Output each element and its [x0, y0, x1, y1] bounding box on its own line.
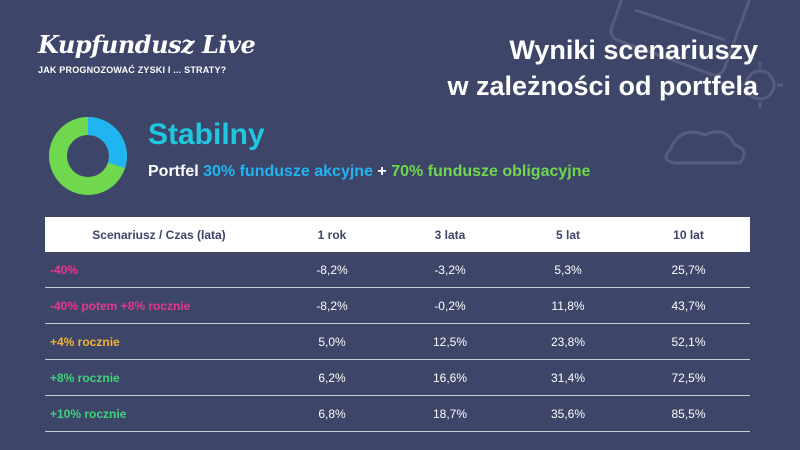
- result-cell: 35,6%: [509, 395, 627, 432]
- header-3-years: 3 lata: [391, 217, 509, 252]
- portfolio-composition: Portfel 30% fundusze akcyjne + 70% fundu…: [148, 163, 590, 181]
- scenario-label: +4% rocznie: [45, 323, 273, 360]
- header-scenario: Scenariusz / Czas (lata): [45, 217, 273, 252]
- portfolio-prefix: Portfel: [148, 163, 199, 180]
- scenario-label: -40%: [45, 252, 273, 288]
- result-cell: 72,5%: [627, 359, 750, 396]
- result-cell: 23,8%: [509, 323, 627, 360]
- scenario-results-table: Scenariusz / Czas (lata) 1 rok 3 lata 5 …: [45, 217, 750, 432]
- profile-name: Stabilny: [148, 118, 265, 151]
- result-cell: 5,0%: [273, 323, 391, 360]
- result-cell: -0,2%: [391, 287, 509, 324]
- result-cell: -8,2%: [273, 287, 391, 324]
- result-cell: 5,3%: [509, 252, 627, 288]
- result-cell: 31,4%: [509, 359, 627, 396]
- scenario-label: +8% rocznie: [45, 359, 273, 396]
- result-cell: 25,7%: [627, 252, 750, 288]
- scenario-label: -40% potem +8% rocznie: [45, 287, 273, 324]
- table-row: -40% potem +8% rocznie -8,2% -0,2% 11,8%…: [45, 287, 750, 324]
- portfolio-donut-chart: [49, 117, 127, 195]
- weather-thermometer-background-icon: [609, 0, 783, 165]
- result-cell: 11,8%: [509, 287, 627, 324]
- page-title-line-1: Wyniki scenariuszy: [509, 35, 758, 65]
- scenario-label: +10% rocznie: [45, 395, 273, 432]
- result-cell: 12,5%: [391, 323, 509, 360]
- result-cell: 18,7%: [391, 395, 509, 432]
- result-cell: 43,7%: [627, 287, 750, 324]
- brand-tagline: JAK PROGNOZOWAĆ ZYSKI I ... STRATY?: [38, 65, 227, 75]
- table-row: -40% -8,2% -3,2% 5,3% 25,7%: [45, 252, 750, 288]
- brand-block: Kupfundusz Live JAK PROGNOZOWAĆ ZYSKI I …: [38, 30, 256, 75]
- portfolio-equity-part: 30% fundusze akcyjne: [203, 163, 373, 180]
- result-cell: 16,6%: [391, 359, 509, 396]
- donut-segment-equity: [49, 117, 127, 195]
- result-cell: 52,1%: [627, 323, 750, 360]
- header-5-years: 5 lat: [509, 217, 627, 252]
- result-cell: -3,2%: [391, 252, 509, 288]
- header-10-years: 10 lat: [627, 217, 750, 252]
- table-row: +10% rocznie 6,8% 18,7% 35,6% 85,5%: [45, 395, 750, 432]
- table-row: +8% rocznie 6,2% 16,6% 31,4% 72,5%: [45, 359, 750, 396]
- result-cell: 85,5%: [627, 395, 750, 432]
- page-title: Wyniki scenariuszy w zależności od portf…: [447, 32, 758, 104]
- header-1-year: 1 rok: [273, 217, 391, 252]
- brand-logo: Kupfundusz Live: [38, 30, 256, 59]
- portfolio-bond-part: 70% fundusze obligacyjne: [391, 163, 591, 180]
- result-cell: 6,2%: [273, 359, 391, 396]
- page-title-line-2: w zależności od portfela: [447, 71, 758, 101]
- portfolio-separator: +: [377, 163, 387, 180]
- result-cell: 6,8%: [273, 395, 391, 432]
- table-header-row: Scenariusz / Czas (lata) 1 rok 3 lata 5 …: [45, 217, 750, 252]
- table-row: +4% rocznie 5,0% 12,5% 23,8% 52,1%: [45, 323, 750, 360]
- result-cell: -8,2%: [273, 252, 391, 288]
